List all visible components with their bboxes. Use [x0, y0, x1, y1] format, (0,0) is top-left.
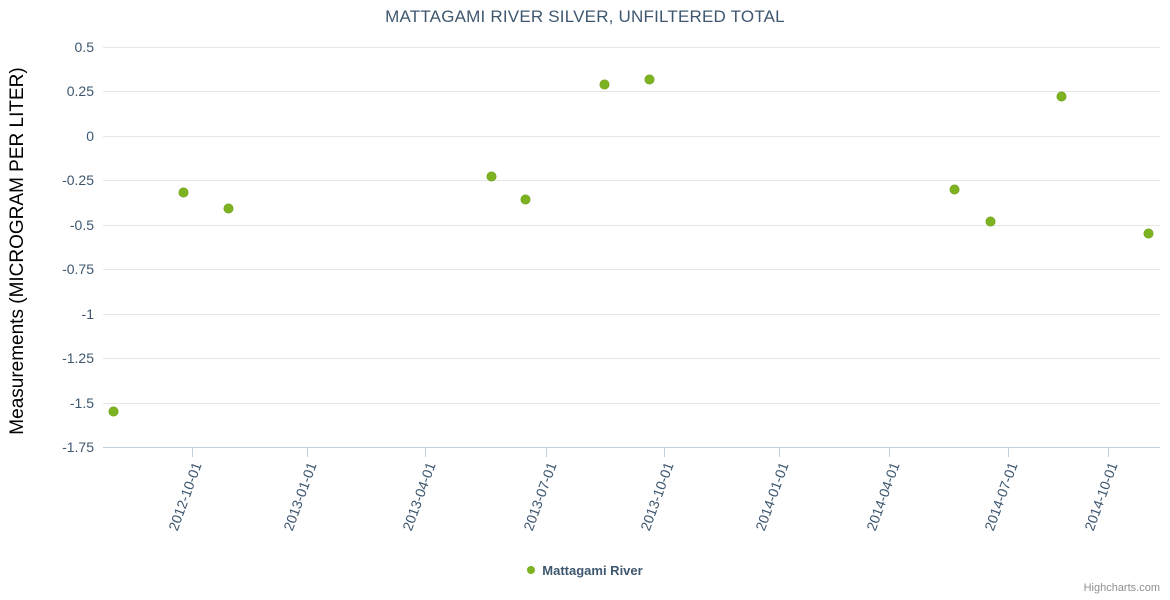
- y-axis-tick-label: 0: [86, 127, 94, 144]
- y-axis-tick-label: -1.75: [62, 439, 94, 455]
- y-gridline: [103, 135, 1160, 137]
- x-axis-tick-label: 2013-07-01: [519, 460, 560, 533]
- x-axis-tick: [307, 448, 308, 457]
- data-point[interactable]: [109, 406, 119, 416]
- x-axis-tick-label: 2013-04-01: [398, 460, 439, 533]
- x-axis-tick-label: 2014-07-01: [981, 460, 1022, 533]
- x-axis-tick-label: 2013-01-01: [280, 460, 321, 533]
- y-gridline: [103, 180, 1160, 182]
- y-axis-tick-label: 0.25: [66, 83, 94, 100]
- y-axis-tick-label: -1: [81, 305, 94, 322]
- highcharts-credits-link[interactable]: Highcharts.com: [1083, 582, 1160, 594]
- data-point[interactable]: [223, 204, 233, 214]
- data-point[interactable]: [179, 188, 189, 198]
- x-axis-tick: [664, 448, 666, 457]
- plot-area: [103, 47, 1160, 448]
- legend-item-mattagami-river[interactable]: Mattagami River: [527, 562, 643, 579]
- y-gridline: [103, 358, 1160, 360]
- x-axis-tick-label: 2014-01-01: [752, 460, 792, 533]
- data-point[interactable]: [644, 74, 654, 84]
- x-axis-tick: [1008, 448, 1009, 457]
- y-gridline: [103, 313, 1160, 315]
- x-axis-tick: [546, 448, 548, 457]
- data-point[interactable]: [1143, 229, 1153, 239]
- y-gridline: [103, 402, 1160, 404]
- x-axis-tick-label: 2014-04-01: [862, 460, 903, 533]
- x-axis-tick-label: 2012-10-01: [165, 460, 206, 533]
- y-axis-tick-labels: 0.5 0.25 0 -0.25 -0.5 -0.75 -1 -1.25 -1.5 -1.75: [0, 39, 103, 455]
- x-axis-tick: [1107, 448, 1109, 457]
- y-axis-tick-label: -0.25: [62, 172, 94, 189]
- legend-item-label: Mattagami River: [542, 563, 643, 579]
- y-axis-tick-label: -0.75: [62, 261, 94, 278]
- y-gridline: [103, 47, 1160, 48]
- y-axis-tick-label: -1.5: [69, 394, 94, 411]
- y-axis-tick-label: -1.25: [62, 350, 94, 367]
- data-point[interactable]: [520, 195, 530, 205]
- data-point[interactable]: [487, 172, 497, 182]
- y-axis-tick-label: 0.5: [74, 39, 94, 55]
- x-axis-tick: [191, 448, 193, 457]
- y-axis-tick-label: -0.5: [69, 216, 94, 233]
- data-point[interactable]: [1056, 92, 1066, 102]
- data-point[interactable]: [599, 79, 609, 89]
- chart-title: MATTAGAMI RIVER SILVER, UNFILTERED TOTAL: [385, 7, 785, 26]
- y-gridline: [103, 91, 1160, 93]
- x-axis-tick: [889, 448, 891, 457]
- y-gridline: [103, 224, 1160, 226]
- chart-legend: Mattagami River: [0, 561, 1170, 579]
- data-point[interactable]: [986, 216, 996, 226]
- x-axis-line: [103, 447, 1160, 448]
- y-gridline: [103, 269, 1160, 271]
- x-axis-tick-label: 2014-10-01: [1081, 460, 1122, 533]
- x-axis-tick: [425, 448, 427, 457]
- data-point[interactable]: [950, 184, 960, 194]
- x-axis-tick: [778, 448, 780, 457]
- x-axis-tick-label: 2013-10-01: [637, 460, 678, 533]
- legend-marker-icon: [527, 565, 536, 574]
